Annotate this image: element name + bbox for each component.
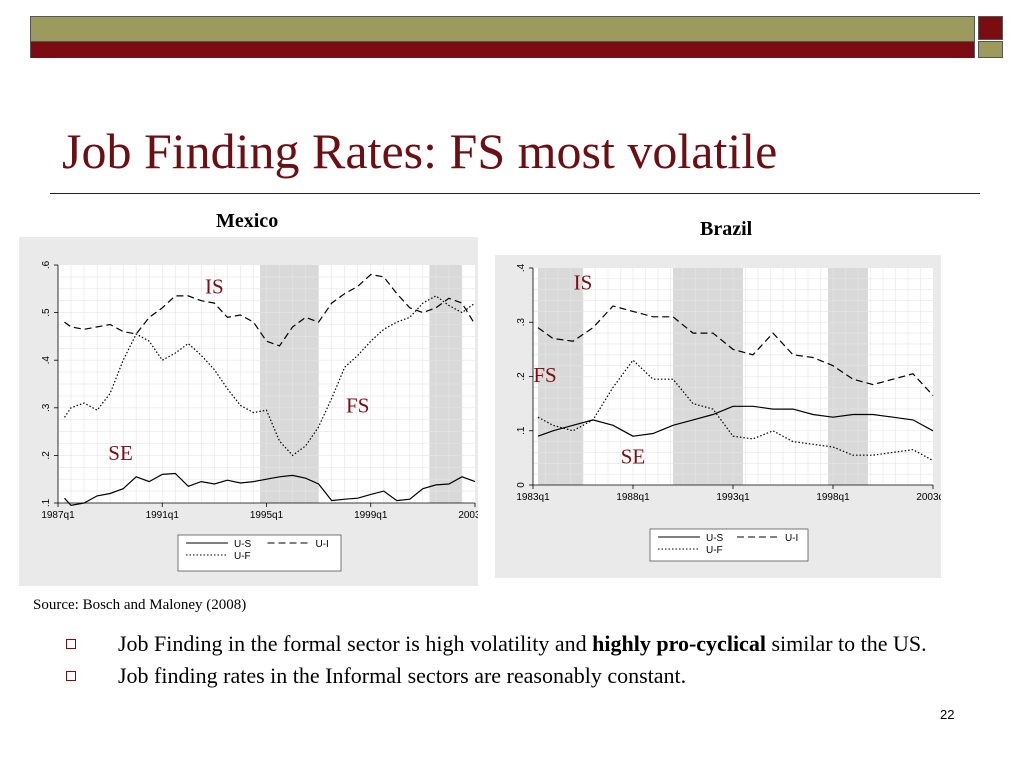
mexico-y-tick-label: .5 — [41, 308, 52, 317]
title-underline — [50, 193, 980, 194]
bullet-list: Job Finding in the formal sector is high… — [66, 632, 966, 696]
brazil-legend-label-u-s: U-S — [706, 533, 724, 544]
corner-block-olive — [978, 41, 1003, 58]
mexico-legend-label-u-i: U-I — [316, 539, 329, 550]
brazil-x-tick-label: 1983q1 — [516, 492, 550, 503]
mexico-x-tick-label: 1999q1 — [354, 510, 388, 521]
mexico-y-tick-label: .3 — [41, 403, 52, 412]
mexico-series-u-f — [64, 295, 476, 457]
brazil-legend-label-u-i: U-I — [785, 533, 798, 544]
mexico-y-tick-label: .1 — [41, 498, 52, 507]
chart-panel-brazil: 0 .1 .2 .3 .4 1983q1 1988q1 1993q1 1998q1 2003q1 I… — [495, 255, 941, 578]
top-decorative-bar — [30, 16, 975, 58]
chart-brazil: 0 .1 .2 .3 .4 1983q1 1988q1 1993q1 1998q1 2003q1 I… — [516, 263, 941, 562]
square-bullet-icon — [66, 639, 76, 649]
brazil-y-tick-label: .3 — [516, 318, 527, 327]
brazil-y-tick-label: .2 — [516, 372, 527, 381]
mexico-region-label-se: SE — [108, 441, 133, 465]
brazil-x-tick-label: 1998q1 — [816, 492, 850, 503]
page-number: 22 — [940, 707, 955, 722]
mexico-y-tick-label: .2 — [41, 451, 52, 460]
square-bullet-icon — [66, 671, 76, 681]
mexico-x-tick-label: 2003q1 — [458, 510, 478, 521]
brazil-y-tick-label: .4 — [516, 263, 527, 272]
bullet-1-text: Job Finding in the formal sector is high… — [118, 631, 593, 656]
mexico-y-tick-label: .6 — [41, 260, 52, 269]
source-note: Source: Bosch and Maloney (2008) — [33, 597, 247, 613]
mexico-x-tick-label: 1987q1 — [41, 510, 75, 521]
brazil-region-label-is: IS — [574, 271, 593, 295]
brazil-series-u-i — [537, 305, 934, 396]
mexico-x-tick-label: 1995q1 — [250, 510, 284, 521]
chart-panel-mexico: .1 .2 .3 .4 .5 .6 1987q1 1991q1 1995q1 1999q1 2003… — [19, 237, 478, 586]
mexico-legend — [177, 534, 342, 572]
brazil-x-tick-label: 1988q1 — [616, 492, 650, 503]
mexico-y-tick-label: .4 — [41, 356, 52, 365]
chart-title-mexico: Mexico — [216, 210, 279, 232]
bullet-item-2: Job finding rates in the Informal sector… — [66, 664, 966, 688]
mexico-legend-label-u-s: U-S — [234, 539, 252, 550]
mexico-x-tick-label: 1991q1 — [146, 510, 180, 521]
brazil-series-u-f — [537, 359, 934, 462]
mexico-region-label-is: IS — [205, 275, 224, 299]
brazil-series-u-s — [537, 405, 934, 437]
top-bar-maroon-stripe — [31, 41, 974, 58]
brazil-legend-label-u-f: U-F — [706, 545, 723, 556]
brazil-region-label-fs: FS — [533, 363, 556, 387]
brazil-x-tick-label: 2003q1 — [916, 492, 941, 503]
brazil-region-label-se: SE — [621, 444, 646, 468]
corner-block-maroon — [978, 16, 1003, 40]
brazil-x-tick-label: 1993q1 — [716, 492, 750, 503]
bullet-2-text: Job finding rates in the Informal sector… — [118, 663, 687, 688]
mexico-series-u-s — [64, 472, 476, 507]
mexico-legend-label-u-f: U-F — [234, 551, 251, 562]
brazil-y-tick-label: .1 — [516, 426, 527, 435]
slide-title: Job Finding Rates: FS most volatile — [62, 123, 778, 179]
mexico-series-u-i — [64, 273, 476, 347]
bullet-1-text-end: similar to the US. — [765, 631, 927, 656]
mexico-region-label-fs: FS — [346, 394, 369, 418]
chart-mexico: .1 .2 .3 .4 .5 .6 1987q1 1991q1 1995q1 1999q1 2003… — [41, 260, 478, 572]
brazil-y-tick-label: 0 — [516, 482, 527, 488]
bullet-item-1: Job Finding in the formal sector is high… — [66, 632, 966, 656]
brazil-legend — [649, 528, 809, 562]
bullet-1-bold-text: highly pro-cyclical — [592, 631, 766, 656]
top-bar-olive-stripe — [31, 17, 974, 41]
chart-title-brazil: Brazil — [700, 218, 753, 240]
